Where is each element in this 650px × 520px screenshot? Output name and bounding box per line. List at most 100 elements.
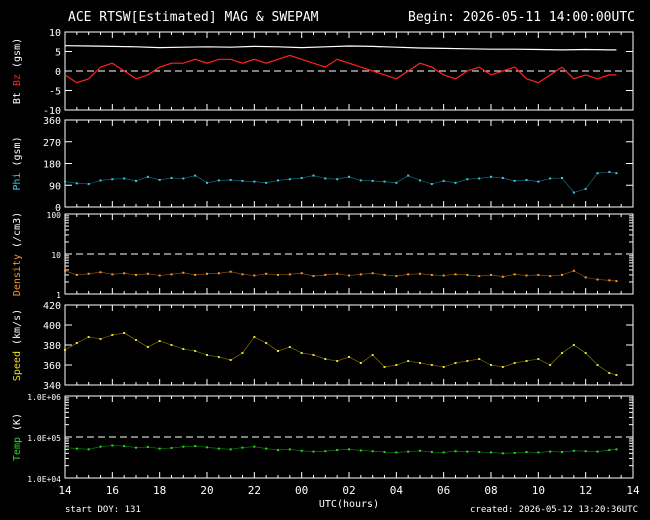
data-point-speed — [454, 362, 457, 364]
data-point-density — [490, 273, 492, 276]
data-point-speed — [87, 336, 90, 338]
data-point-density — [312, 275, 315, 278]
y-tick-label: 400 — [43, 321, 61, 332]
data-point-temp — [490, 451, 492, 454]
data-point-speed — [194, 350, 197, 352]
created-time: created: 2026-05-12 13:20:36UTC — [470, 505, 638, 515]
data-point-density — [348, 274, 350, 277]
data-point-phi — [430, 183, 433, 186]
data-point-speed — [596, 364, 599, 366]
data-point-speed — [608, 372, 611, 374]
y-tick-label: 180 — [43, 160, 61, 171]
x-tick-label: 10 — [532, 484, 545, 497]
data-point-speed — [123, 332, 126, 334]
data-point-speed — [99, 338, 102, 340]
data-point-density — [395, 275, 398, 278]
y-axis-label-speed: Speed (km/s) — [12, 309, 23, 381]
y-tick-label: 100 — [47, 211, 62, 220]
data-point-temp — [419, 449, 421, 452]
data-point-speed — [64, 349, 66, 351]
data-point-speed — [348, 356, 350, 358]
y-tick-label: 270 — [43, 138, 61, 149]
y-axis-label-phi: Phi (gsm) — [12, 136, 23, 190]
data-point-speed — [336, 360, 339, 362]
data-point-speed — [135, 339, 137, 341]
data-point-phi — [419, 179, 421, 182]
y-axis-label-mag: Bt Bz (gsm) — [12, 38, 23, 104]
data-point-temp — [170, 446, 173, 449]
data-point-speed — [419, 362, 421, 364]
data-point-speed — [561, 352, 563, 354]
data-point-density — [135, 273, 137, 276]
data-point-speed — [217, 356, 220, 358]
x-tick-label: 18 — [153, 484, 166, 497]
data-point-speed — [324, 358, 327, 360]
data-point-phi — [265, 181, 268, 184]
data-point-density — [206, 272, 208, 275]
x-tick-label: 14 — [626, 484, 640, 497]
x-tick-label: 20 — [200, 484, 213, 497]
data-point-density — [584, 276, 587, 279]
x-axis-label: UTC(hours) — [319, 499, 379, 510]
data-point-phi — [513, 179, 516, 182]
data-point-temp — [300, 449, 303, 452]
data-point-phi — [123, 177, 126, 180]
data-point-phi — [572, 191, 575, 194]
data-point-temp — [549, 450, 552, 453]
data-point-speed — [312, 354, 315, 356]
data-point-temp — [312, 450, 315, 453]
data-point-temp — [442, 451, 445, 454]
data-point-density — [111, 273, 114, 276]
data-point-temp — [253, 445, 256, 448]
data-point-temp — [99, 445, 102, 448]
data-point-speed — [490, 364, 492, 366]
y-tick-label: 10 — [49, 28, 61, 39]
x-tick-label: 08 — [484, 484, 497, 497]
panel-frame-mag — [64, 31, 634, 111]
data-point-phi — [135, 179, 137, 182]
data-point-temp — [241, 446, 244, 449]
data-point-phi — [75, 182, 78, 185]
data-point-density — [371, 272, 374, 275]
y-tick-label: 1.0E+04 — [27, 475, 61, 484]
data-point-density — [359, 273, 362, 276]
data-point-density — [324, 273, 327, 276]
data-point-speed — [111, 334, 114, 336]
data-point-phi — [615, 172, 618, 175]
data-point-temp — [75, 447, 78, 450]
data-point-density — [561, 273, 563, 276]
data-point-phi — [596, 172, 599, 175]
data-point-phi — [501, 177, 504, 179]
data-point-density — [146, 272, 149, 275]
data-point-speed — [300, 352, 303, 354]
data-point-phi — [87, 183, 90, 186]
data-point-temp — [111, 444, 114, 447]
data-point-density — [513, 273, 516, 276]
x-tick-label: 02 — [342, 484, 355, 497]
y-tick-label: -10 — [43, 106, 61, 117]
data-point-speed — [253, 336, 256, 338]
data-point-phi — [206, 181, 208, 184]
data-point-density — [300, 272, 303, 275]
data-point-density — [478, 275, 481, 278]
data-point-speed — [170, 344, 173, 346]
data-point-phi — [584, 187, 587, 190]
data-point-density — [596, 278, 599, 281]
data-point-density — [454, 273, 457, 276]
data-point-phi — [371, 179, 374, 182]
data-point-temp — [584, 450, 587, 453]
data-point-temp — [87, 448, 90, 451]
data-point-temp — [371, 450, 374, 453]
series-trace-phi — [64, 171, 617, 193]
data-point-speed — [158, 340, 161, 342]
data-point-speed — [537, 358, 540, 360]
x-tick-label: 16 — [106, 484, 119, 497]
data-point-density — [615, 280, 618, 283]
data-point-density — [75, 273, 78, 276]
data-point-temp — [615, 448, 618, 451]
data-point-density — [158, 274, 161, 277]
series-trace-speed — [64, 332, 617, 376]
data-point-phi — [407, 174, 410, 177]
data-point-phi — [336, 178, 339, 181]
data-point-density — [407, 273, 410, 276]
